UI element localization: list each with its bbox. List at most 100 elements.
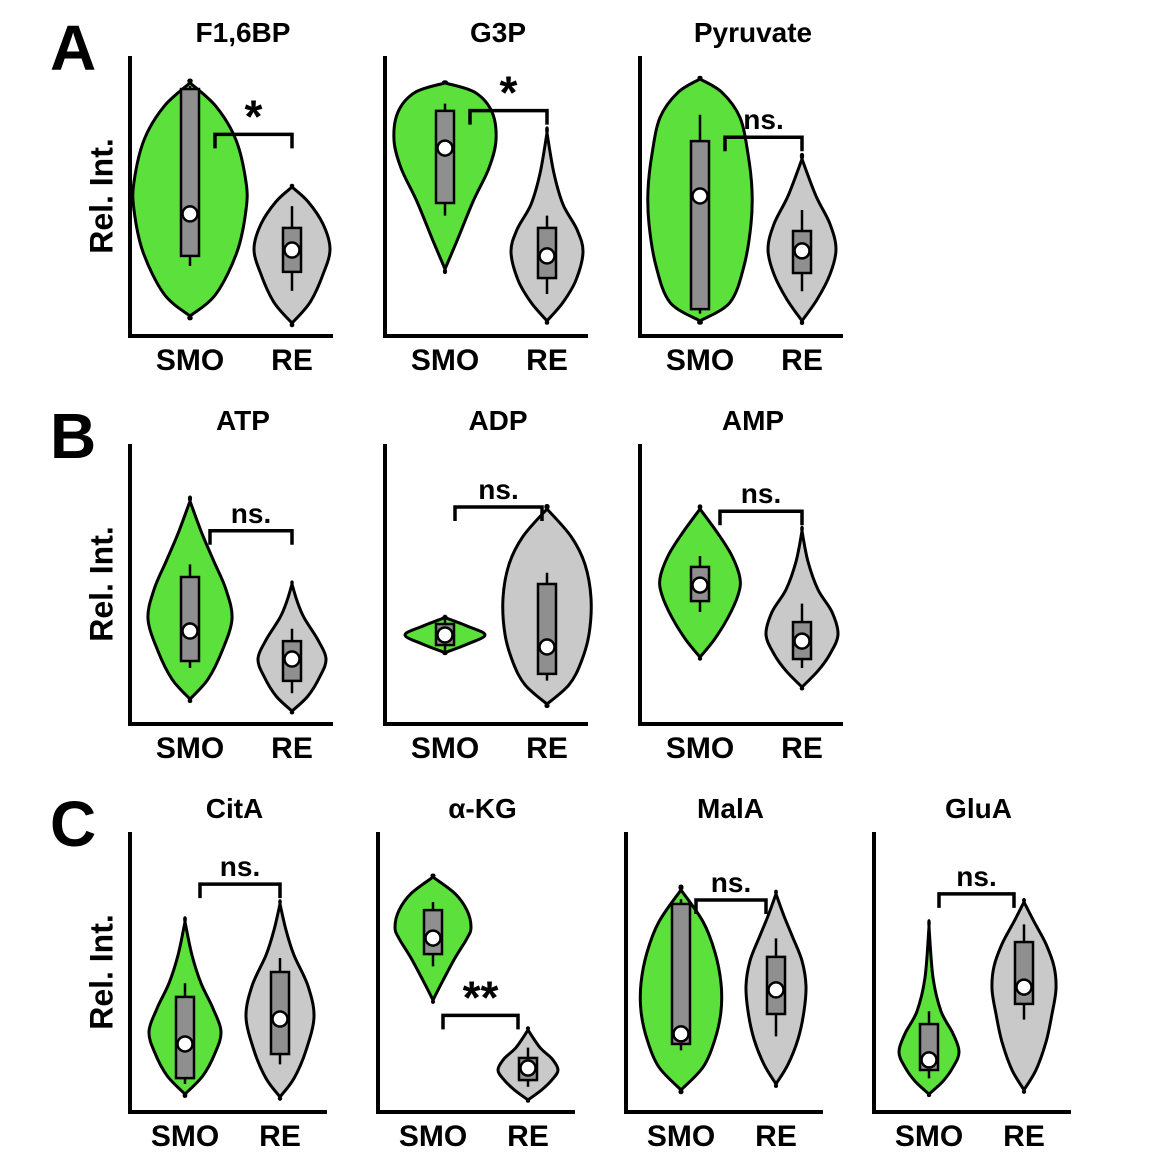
panel-adp: ns. ADP SMO RE: [383, 405, 593, 765]
figure-row-c: C Rel. Int. ns. CitA SMO RE ** α-KG SMO RE ns. MalA…: [0, 786, 1168, 1158]
violin-re: [766, 152, 838, 326]
panel-title: ATP: [216, 405, 270, 436]
violin-smo: [146, 495, 234, 704]
median-dot: [424, 929, 442, 947]
violin-shape: [897, 919, 961, 1098]
significance-label: ns.: [231, 498, 271, 529]
median-dot: [181, 205, 199, 223]
row-label: B: [50, 400, 97, 472]
violin-smo: [646, 75, 754, 325]
median-dot: [519, 1059, 537, 1077]
panel-kg: ** α-KG SMO RE: [376, 793, 575, 1153]
panel-title: AMP: [722, 405, 784, 436]
median-dot: [691, 576, 709, 594]
significance-label: ns.: [478, 474, 518, 505]
axes: [638, 56, 843, 338]
significance-label: ns.: [220, 851, 260, 882]
x-tick-label-re: RE: [507, 1120, 549, 1153]
median-dot: [283, 241, 301, 259]
significance-bracket: [213, 132, 294, 149]
violin-smo: [658, 504, 742, 661]
significance-label: ns.: [741, 478, 781, 509]
median-dot: [538, 247, 556, 265]
panel-title: G3P: [470, 17, 526, 48]
panel-title: MalA: [697, 793, 764, 824]
significance-bracket: [723, 135, 804, 152]
panel-cita: ns. CitA SMO RE: [128, 793, 327, 1153]
panel-title: CitA: [206, 793, 264, 824]
panel-title: Pyruvate: [694, 17, 812, 48]
significance-bracket: [694, 898, 768, 915]
axes: [624, 832, 823, 1114]
significance-bracket: [937, 892, 1016, 908]
x-tick-label-smo: SMO: [399, 1120, 467, 1153]
panel-pyruvate: ns. Pyruvate SMO RE: [638, 17, 843, 377]
x-tick-label-re: RE: [781, 344, 823, 377]
box: [689, 139, 711, 311]
median-dot: [793, 632, 811, 650]
axes: [638, 444, 843, 726]
x-tick-label-re: RE: [781, 732, 823, 765]
panel-title: GluA: [945, 793, 1012, 824]
x-tick-label-smo: SMO: [151, 1120, 219, 1153]
axes: [872, 832, 1071, 1114]
median-dot: [793, 242, 811, 260]
panel-title: α-KG: [448, 793, 517, 824]
x-tick-label-smo: SMO: [666, 344, 734, 377]
axes: [128, 56, 333, 338]
median-dot: [920, 1051, 938, 1069]
significance-bracket: [208, 529, 294, 545]
panel-f1-6bp: * F1,6BP SMO RE: [128, 17, 333, 377]
median-dot: [176, 1035, 194, 1053]
median-dot: [436, 626, 454, 644]
violin-smo: [147, 916, 223, 1098]
significance-label: **: [463, 971, 499, 1023]
axes: [376, 832, 575, 1114]
box: [434, 109, 456, 205]
axes: [128, 444, 333, 726]
median-dot: [672, 1025, 690, 1043]
significance-label: ns.: [743, 104, 783, 135]
median-dot: [436, 139, 454, 157]
box: [536, 582, 558, 676]
x-tick-label-smo: SMO: [156, 344, 224, 377]
figure-row-a: A Rel. Int. * F1,6BP SMO RE * G3P SMO RE ns. Pyruva…: [0, 10, 1168, 382]
violin-smo: [403, 614, 487, 656]
x-tick-label-re: RE: [259, 1120, 301, 1153]
significance-label: ns.: [956, 861, 996, 892]
figure-row-b: B Rel. Int. ns. ATP SMO RE ns. ADP SMO RE ns. AMP SM…: [0, 398, 1168, 770]
panel-g3p: * G3P SMO RE: [383, 17, 588, 377]
panel-mala: ns. MalA SMO RE: [624, 793, 823, 1153]
significance-label: *: [500, 67, 518, 119]
x-tick-label-re: RE: [1003, 1120, 1045, 1153]
y-axis-label: Rel. Int.: [83, 526, 120, 642]
x-tick-label-smo: SMO: [666, 732, 734, 765]
x-tick-label-re: RE: [271, 344, 313, 377]
significance-bracket: [468, 108, 549, 125]
violin-re: [509, 126, 585, 325]
x-tick-label-smo: SMO: [895, 1120, 963, 1153]
violin-re: [244, 899, 316, 1101]
x-tick-label-re: RE: [755, 1120, 797, 1153]
axes: [383, 444, 588, 726]
axes: [128, 832, 327, 1114]
x-tick-label-smo: SMO: [647, 1120, 715, 1153]
violin-re: [256, 580, 328, 715]
violin-smo: [392, 80, 498, 275]
significance-label: ns.: [711, 867, 751, 898]
violin-re: [744, 889, 808, 1088]
violin-smo: [131, 78, 249, 321]
median-dot: [271, 1010, 289, 1028]
significance-bracket: [718, 509, 804, 526]
row-label: A: [50, 12, 97, 84]
panel-atp: ns. ATP SMO RE: [128, 405, 333, 765]
significance-bracket: [198, 882, 282, 899]
violin-re: [764, 525, 840, 691]
violin-smo: [897, 919, 961, 1098]
x-tick-label-smo: SMO: [411, 732, 479, 765]
panel-title: ADP: [468, 405, 527, 436]
panel-amp: ns. AMP SMO RE: [638, 405, 843, 765]
median-dot: [538, 638, 556, 656]
significance-bracket: [441, 1013, 520, 1030]
